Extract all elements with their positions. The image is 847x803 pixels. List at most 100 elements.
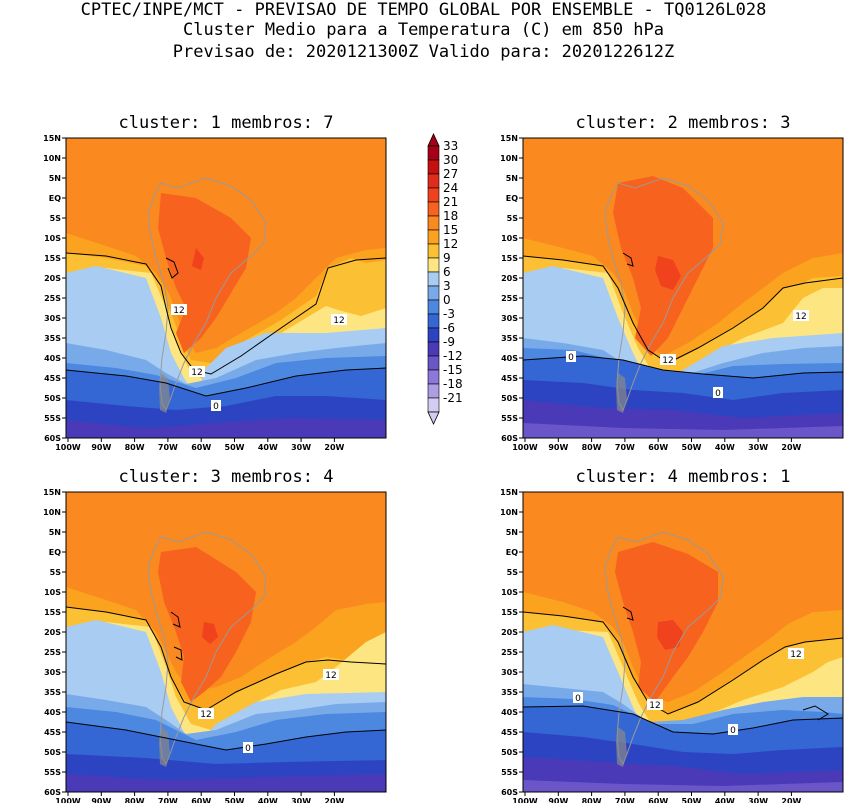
panel-1-title: cluster: 1 membros: 7	[118, 113, 334, 133]
lon-label: 100W	[512, 443, 538, 452]
colorbar-label: 18	[443, 209, 458, 223]
figure-subtitle: Cluster Medio para a Temperatura (C) em …	[182, 20, 665, 40]
lon-label: 80W	[125, 797, 145, 803]
colorbar-swatch	[427, 215, 440, 231]
colorbar-label: 24	[443, 181, 458, 195]
map-frame	[522, 137, 844, 439]
contour-line	[523, 355, 843, 379]
contour-label-bg	[211, 400, 221, 411]
lat-label: 50S	[44, 748, 61, 757]
lon-label: 100W	[512, 797, 538, 803]
map-panel-cluster-1: 12 12 12 0 15N 10N 5N EQ 5S 10S 15S 20S 25S 30S 35S 40S…	[43, 134, 387, 452]
lon-label: 20W	[324, 443, 344, 452]
lon-label: 100W	[55, 797, 81, 803]
colorbar-label: 21	[443, 195, 458, 209]
colorbar-swatch	[427, 299, 440, 315]
map-frame	[522, 491, 844, 793]
colorbar-swatch	[427, 397, 440, 413]
lat-label: 10N	[500, 154, 518, 163]
lat-label: 5S	[50, 568, 62, 577]
lat-label: 10N	[43, 154, 61, 163]
lat-label: 30S	[501, 668, 518, 677]
contour-label: 0	[730, 726, 736, 736]
contour-label-bg	[728, 724, 738, 735]
panel-2-title: cluster: 2 membros: 3	[575, 113, 791, 133]
colorbar-label: -21	[443, 391, 463, 405]
temperature-band	[192, 248, 204, 270]
lon-label: 90W	[548, 797, 568, 803]
colorbar-swatch	[427, 369, 440, 385]
patagonia-land	[616, 727, 627, 767]
contour-label-bg	[660, 354, 676, 365]
lon-label: 70W	[158, 797, 178, 803]
lat-label: 15N	[500, 488, 518, 497]
lat-label: 10N	[43, 508, 61, 517]
lat-label: 10N	[500, 508, 518, 517]
lat-label: EQ	[49, 194, 61, 203]
lat-label: 5S	[50, 214, 62, 223]
lon-label: 40W	[258, 797, 278, 803]
contour-label-bg	[788, 648, 804, 659]
contour-label: 12	[325, 671, 336, 681]
contour-line	[802, 705, 829, 721]
lat-label: 5N	[49, 528, 61, 537]
lat-label: 15N	[43, 134, 61, 143]
lat-label: 55S	[44, 768, 61, 777]
lat-label: 5N	[49, 174, 61, 183]
contour-label: 12	[333, 316, 344, 326]
colorbar-label: -15	[443, 363, 463, 377]
lat-label: 15S	[44, 254, 61, 263]
colorbar-swatch	[427, 201, 440, 217]
colorbar-label: -9	[443, 335, 455, 349]
contour-label-bg	[713, 387, 723, 398]
contour-line	[523, 611, 843, 715]
lon-label: 30W	[291, 443, 311, 452]
lon-label: 60W	[191, 443, 211, 452]
coastline	[604, 177, 724, 412]
lat-label: 55S	[44, 414, 61, 423]
temperature-band	[202, 622, 218, 644]
lat-label: EQ	[506, 194, 518, 203]
figure-title: CPTEC/INPE/MCT - PREVISAO DE TEMPO GLOBA…	[80, 0, 767, 20]
lat-label: 25S	[501, 648, 518, 657]
lat-label: 35S	[501, 688, 518, 697]
lat-label: 55S	[501, 768, 518, 777]
lat-label: 10S	[44, 588, 61, 597]
lat-label: 20S	[44, 274, 61, 283]
map-panel-cluster-2: 12 12 0 0 15N 10N 5N EQ 5S 10S 15S 20S 25S 30S 35S 40S 4…	[500, 134, 844, 452]
colorbar-arrow-bottom	[427, 411, 440, 425]
lon-label: 70W	[615, 797, 635, 803]
lon-label: 90W	[91, 443, 111, 452]
lat-label: 15N	[43, 488, 61, 497]
lon-label: 40W	[715, 797, 735, 803]
contour-label-bg	[793, 310, 809, 321]
contour-label: 0	[213, 402, 219, 412]
colorbar-label: -3	[443, 307, 455, 321]
contour-label-bg	[189, 366, 205, 377]
lat-label: 35S	[44, 334, 61, 343]
colorbar-swatch	[427, 187, 440, 203]
colorbar-label: 33	[443, 139, 458, 153]
contour-label-bg	[573, 692, 583, 703]
colorbar-label: 9	[443, 251, 451, 265]
lat-label: 40S	[44, 708, 61, 717]
lat-label: 45S	[501, 374, 518, 383]
map-panel-cluster-3: 12 12 0 15N 10N 5N EQ 5S 10S 15S 20S 25S 30S 35S 40S 45…	[43, 488, 387, 803]
lat-label: 30S	[44, 668, 61, 677]
lon-label: 30W	[291, 797, 311, 803]
lat-label: 35S	[501, 334, 518, 343]
contour-label: 0	[245, 744, 251, 754]
colorbar-label: 12	[443, 237, 458, 251]
colorbar-swatch	[427, 285, 440, 301]
contour-line	[165, 257, 179, 279]
lon-label: 20W	[781, 797, 801, 803]
lat-label: 10S	[501, 588, 518, 597]
lat-label: 10S	[501, 234, 518, 243]
colorbar-arrow-top	[427, 133, 440, 147]
lat-label: EQ	[49, 548, 61, 557]
colorbar-swatch	[427, 257, 440, 273]
contour-label: 12	[662, 356, 673, 366]
lat-label: 5S	[507, 568, 519, 577]
temperature-band	[523, 780, 843, 792]
